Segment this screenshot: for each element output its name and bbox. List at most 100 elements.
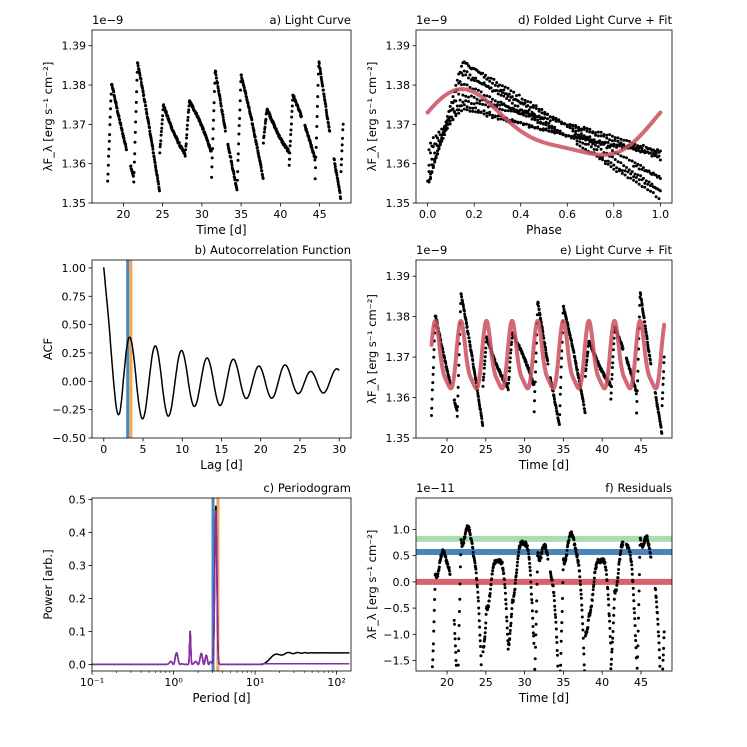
data-point [185,136,188,140]
data-point [444,365,448,369]
data-point [661,678,664,681]
x-tick-label: 45 [313,208,327,221]
data-point [496,92,500,96]
panel-e: 20 25 30 35 40 45 1.35 1.36 1.37 1.38 1.39 e) Light… [365,243,672,472]
data-point [506,94,510,98]
data-point [444,555,448,559]
data-point [323,99,327,103]
data-point [109,99,113,103]
data-point [554,615,558,619]
data-point [491,81,494,85]
data-point [656,630,660,634]
data-point [495,89,499,92]
data-point [467,526,471,529]
data-point [629,560,633,564]
data-point [533,113,537,117]
data-point [158,145,162,149]
data-point [510,336,514,340]
data-point [299,112,303,116]
data-point [636,369,640,373]
fit-curve [425,87,663,157]
data-point [532,641,536,645]
data-point [251,123,255,127]
data-point [515,108,518,112]
data-point [475,97,479,101]
data-point [485,114,489,118]
data-point [468,106,472,110]
data-point [287,163,291,167]
data-point [441,133,445,136]
data-point [662,355,666,359]
data-point [322,92,326,96]
data-point [579,128,583,132]
data-point [626,170,630,174]
data-point [453,637,457,641]
data-point [636,173,640,177]
data-point [134,110,138,113]
data-point [595,148,599,152]
data-point [639,163,643,167]
data-point [527,123,531,127]
data-point [645,334,649,338]
data-point [455,408,459,412]
data-point [477,400,481,403]
data-point [506,86,510,90]
data-point [236,170,240,174]
data-point [212,109,216,113]
data-point [519,101,523,105]
data-point [651,152,655,155]
data-point [517,344,521,348]
data-point [135,90,139,94]
data-point [448,119,452,123]
data-point [434,134,438,138]
data-point [579,588,583,592]
data-point [649,362,653,366]
data-point [468,340,472,344]
x-tick-label: 25 [293,443,307,456]
data-point [186,110,190,114]
data-point [613,138,617,142]
data-point [572,538,576,542]
data-point [457,72,461,76]
data-point [515,568,519,572]
data-point [110,83,114,87]
data-point [644,150,648,154]
x-tick-label: 15 [215,443,229,456]
data-point [517,112,521,116]
data-point [471,106,475,110]
data-point [619,137,623,141]
data-point [507,643,511,647]
data-point [590,598,594,602]
data-point [501,566,505,570]
data-point [433,598,437,601]
data-point [444,362,448,365]
data-point [483,355,487,359]
y-tick-label: 0.2 [69,593,87,606]
data-point [215,76,219,80]
data-point [504,598,508,602]
data-point [588,127,592,131]
data-point [338,191,342,195]
data-point [582,403,586,407]
data-point [645,337,649,341]
data-point [530,609,534,613]
data-point [510,95,514,99]
data-point [653,173,657,177]
data-point [490,577,494,581]
data-point [583,374,587,378]
data-point [472,102,476,106]
data-point [646,340,649,344]
data-point [640,299,644,302]
data-point [645,535,649,539]
data-point [503,586,507,590]
data-point [540,550,544,553]
data-point [524,360,528,364]
data-point [660,397,664,401]
data-point [560,621,564,625]
data-point [646,147,650,151]
data-point [625,156,628,160]
data-point [648,551,652,555]
data-point [431,675,434,678]
data-point [476,391,480,395]
